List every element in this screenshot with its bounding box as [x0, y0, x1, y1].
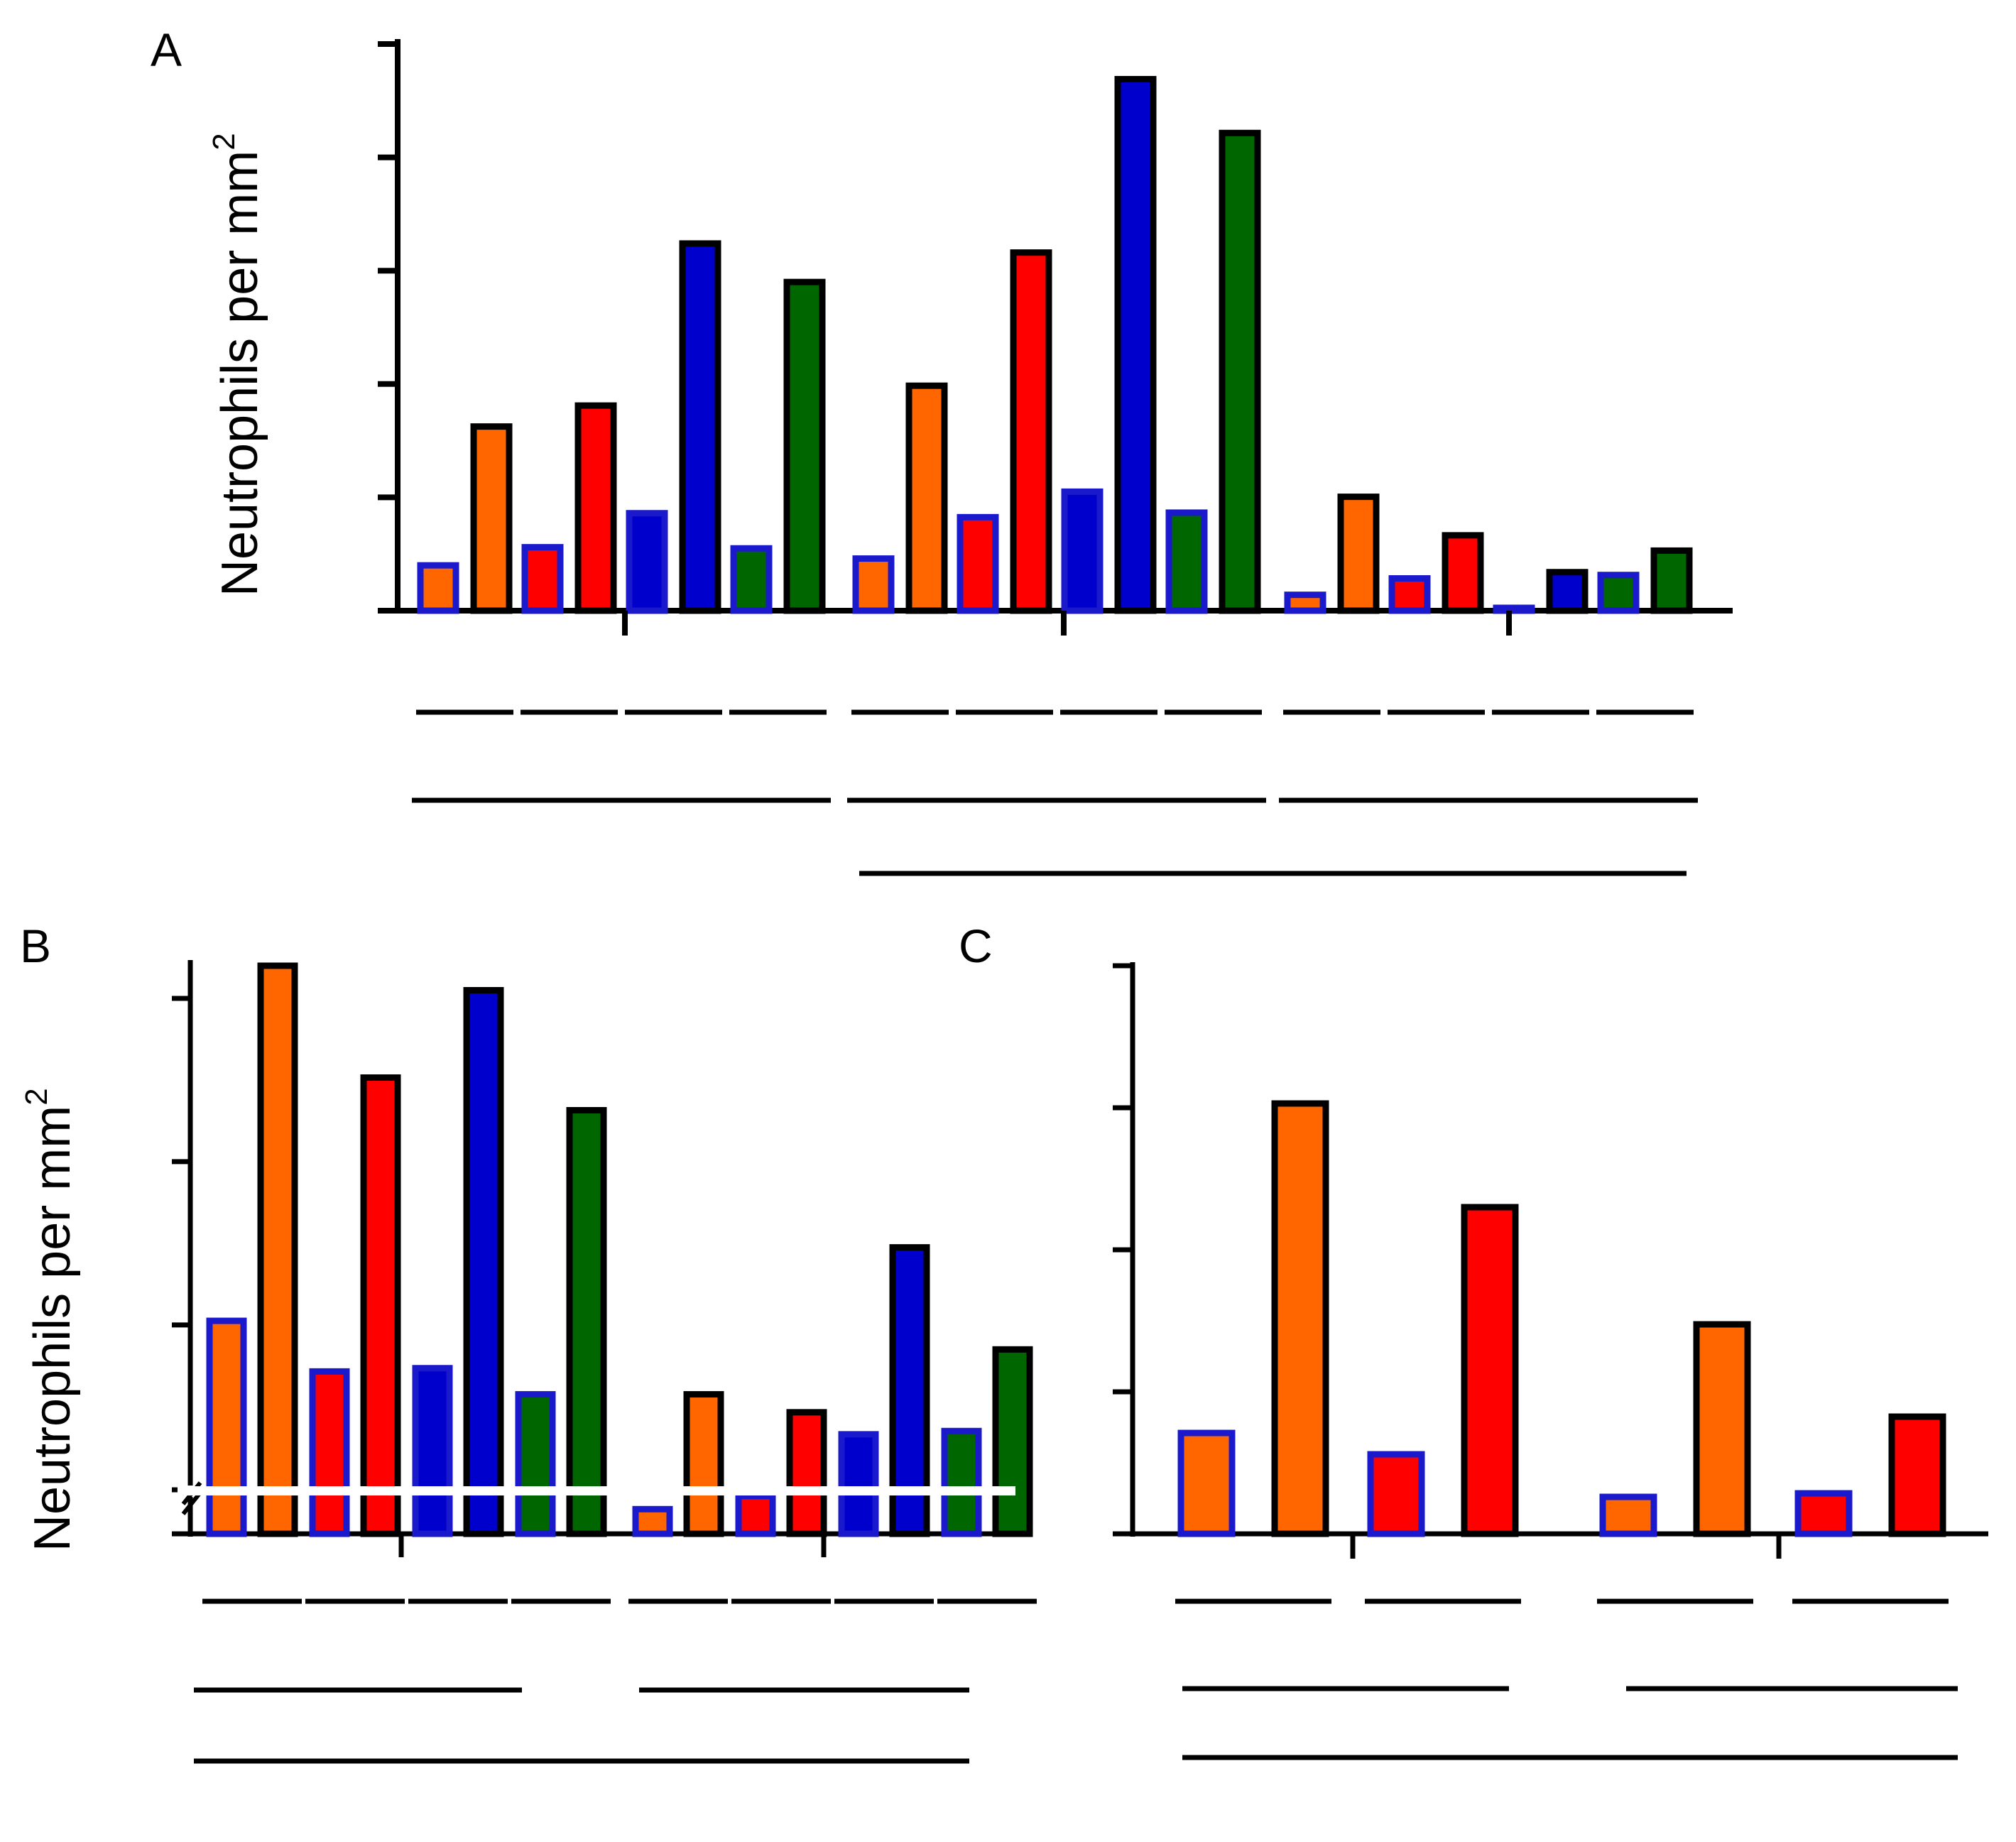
- bar-s: [1284, 592, 1326, 614]
- bar-s: [417, 562, 459, 614]
- bar-e: [1888, 1413, 1946, 1537]
- panel-b-letter: B: [20, 920, 51, 972]
- panel-b-y-label: Neutrophils per mm2: [19, 1088, 81, 1552]
- bar-e: [786, 1409, 827, 1537]
- bar-e: [470, 423, 513, 614]
- bar-s: [309, 1368, 350, 1537]
- bar-s: [632, 1505, 673, 1537]
- bar-s: [735, 1493, 776, 1537]
- bar-s: [1794, 1490, 1853, 1537]
- bar-e: [679, 240, 721, 614]
- bar-s: [206, 1317, 247, 1537]
- bar-e: [905, 382, 948, 614]
- bar-e: [783, 278, 826, 614]
- bar-e: [1271, 1100, 1329, 1537]
- bar-s: [1367, 1451, 1425, 1537]
- bar-s: [1165, 509, 1208, 614]
- bar-e: [1114, 75, 1157, 614]
- bar-e: [1546, 569, 1589, 614]
- bar-s: [1599, 1493, 1657, 1537]
- bar-e: [566, 1106, 607, 1537]
- bar-e: [1442, 532, 1484, 614]
- panel-c-plot: [1113, 962, 1988, 1760]
- bar-e: [1010, 249, 1052, 614]
- bar-s: [1597, 572, 1640, 614]
- bar-s: [1061, 488, 1104, 614]
- bar-e: [257, 962, 298, 1537]
- bar-e: [1219, 129, 1261, 614]
- panel-a-y-label: Neutrophils per mm2: [207, 133, 268, 596]
- bar-s: [1493, 604, 1535, 614]
- bar-e: [1337, 494, 1380, 614]
- panel-a-letter: A: [151, 23, 182, 76]
- bar-e: [1693, 1321, 1751, 1537]
- bar-e: [992, 1346, 1033, 1537]
- bar-s: [730, 545, 773, 614]
- bar-s: [957, 513, 999, 614]
- axis-break-gap: [178, 1486, 1015, 1495]
- panel-b-plot: [172, 960, 1037, 1764]
- bar-e: [574, 402, 617, 614]
- bar-s: [1388, 575, 1431, 614]
- bar-s: [515, 1391, 556, 1537]
- bar-s: [941, 1427, 982, 1537]
- bar-s: [1177, 1429, 1236, 1537]
- bar-e: [1650, 547, 1693, 614]
- panel-a-plot: [378, 39, 1733, 876]
- bar-e: [360, 1074, 401, 1537]
- bar-s: [412, 1365, 453, 1537]
- bar-e: [683, 1391, 724, 1537]
- bar-e: [1461, 1204, 1519, 1537]
- bar-s: [521, 544, 564, 614]
- bar-s: [838, 1431, 879, 1537]
- axis-break-mark: [181, 1491, 202, 1515]
- bar-s: [852, 555, 895, 614]
- bar-e: [889, 1244, 930, 1537]
- bar-e: [463, 987, 504, 1537]
- panel-c-letter: C: [959, 920, 993, 972]
- bar-s: [626, 510, 668, 614]
